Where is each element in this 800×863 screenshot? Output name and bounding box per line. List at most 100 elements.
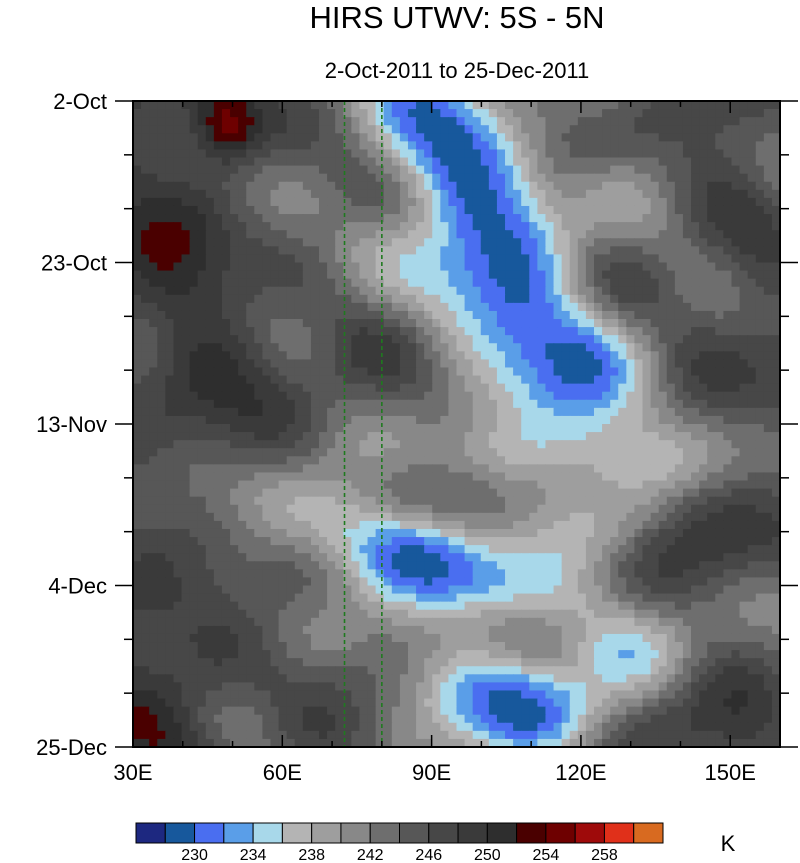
field-cell: [537, 537, 547, 546]
field-cell: [521, 157, 530, 167]
field-cell: [391, 294, 401, 304]
field-cell: [319, 415, 328, 425]
field-cell: [521, 456, 530, 465]
field-cell: [440, 456, 450, 465]
field-cell: [456, 270, 466, 280]
field-cell: [416, 262, 425, 272]
field-cell: [723, 327, 733, 336]
field-cell: [747, 593, 757, 603]
field-cell: [513, 335, 522, 344]
field-cell: [610, 327, 619, 336]
field-cell: [157, 327, 166, 336]
field-cell: [157, 302, 166, 312]
field-cell: [505, 383, 514, 393]
field-cell: [529, 149, 538, 159]
field-cell: [658, 222, 668, 231]
field-cell: [715, 424, 724, 433]
field-cell: [674, 133, 684, 142]
field-cell: [569, 133, 579, 142]
field-cell: [715, 125, 724, 134]
field-cell: [165, 302, 175, 312]
field-cell: [310, 302, 320, 312]
field-cell: [165, 375, 175, 385]
field-cell: [618, 424, 627, 433]
field-cell: [254, 367, 263, 377]
field-cell: [513, 189, 522, 199]
field-cell: [707, 488, 716, 498]
field-cell: [755, 480, 765, 490]
field-cell: [610, 222, 619, 231]
field-cell: [399, 270, 409, 280]
field-cell: [205, 545, 215, 554]
field-cell: [238, 101, 247, 110]
field-cell: [327, 262, 336, 272]
field-cell: [537, 585, 547, 595]
field-cell: [707, 310, 716, 320]
field-cell: [626, 109, 636, 118]
field-cell: [763, 157, 773, 167]
field-cell: [456, 415, 466, 425]
field-cell: [691, 262, 700, 272]
field-cell: [771, 456, 780, 465]
field-cell: [699, 278, 708, 288]
field-cell: [327, 222, 336, 231]
field-cell: [569, 270, 579, 280]
field-cell: [529, 569, 538, 579]
field-cell: [569, 351, 579, 360]
field-cell: [634, 367, 644, 377]
field-cell: [213, 593, 223, 603]
field-cell: [642, 335, 652, 344]
field-cell: [416, 553, 425, 562]
field-cell: [157, 343, 166, 352]
field-cell: [133, 561, 142, 570]
field-cell: [432, 448, 441, 457]
field-cell: [294, 601, 304, 611]
field-cell: [642, 157, 652, 167]
field-cell: [238, 480, 247, 490]
field-cell: [585, 205, 595, 215]
field-cell: [383, 520, 393, 530]
field-cell: [699, 205, 708, 215]
field-cell: [254, 561, 263, 570]
field-cell: [327, 238, 336, 247]
field-cell: [593, 456, 603, 465]
field-cell: [529, 561, 538, 570]
field-cell: [529, 383, 538, 393]
field-cell: [642, 117, 652, 126]
field-cell: [488, 222, 498, 231]
field-cell: [626, 593, 636, 603]
field-cell: [472, 351, 482, 360]
field-cell: [407, 310, 417, 320]
field-cell: [763, 286, 773, 296]
field-cell: [626, 141, 636, 151]
field-cell: [755, 109, 765, 118]
field-cell: [230, 359, 239, 369]
field-cell: [577, 286, 587, 296]
field-cell: [221, 383, 231, 393]
field-cell: [165, 601, 175, 611]
field-cell: [472, 391, 482, 401]
field-cell: [715, 117, 724, 126]
field-cell: [602, 448, 611, 457]
field-cell: [254, 189, 263, 199]
field-cell: [416, 464, 425, 474]
field-cell: [521, 222, 530, 231]
field-cell: [666, 189, 676, 199]
field-cell: [359, 399, 369, 409]
field-cell: [286, 109, 296, 118]
field-cell: [189, 125, 199, 134]
field-cell: [343, 432, 352, 441]
field-cell: [375, 593, 385, 603]
field-cell: [731, 351, 741, 360]
field-cell: [674, 173, 684, 183]
field-cell: [351, 302, 361, 312]
field-cell: [513, 391, 522, 401]
field-cell: [545, 359, 555, 369]
field-cell: [521, 496, 530, 506]
field-cell: [674, 480, 684, 490]
field-cell: [262, 214, 272, 223]
field-cell: [165, 246, 175, 256]
field-cell: [602, 189, 611, 199]
field-cell: [513, 569, 522, 579]
field-cell: [213, 496, 223, 506]
